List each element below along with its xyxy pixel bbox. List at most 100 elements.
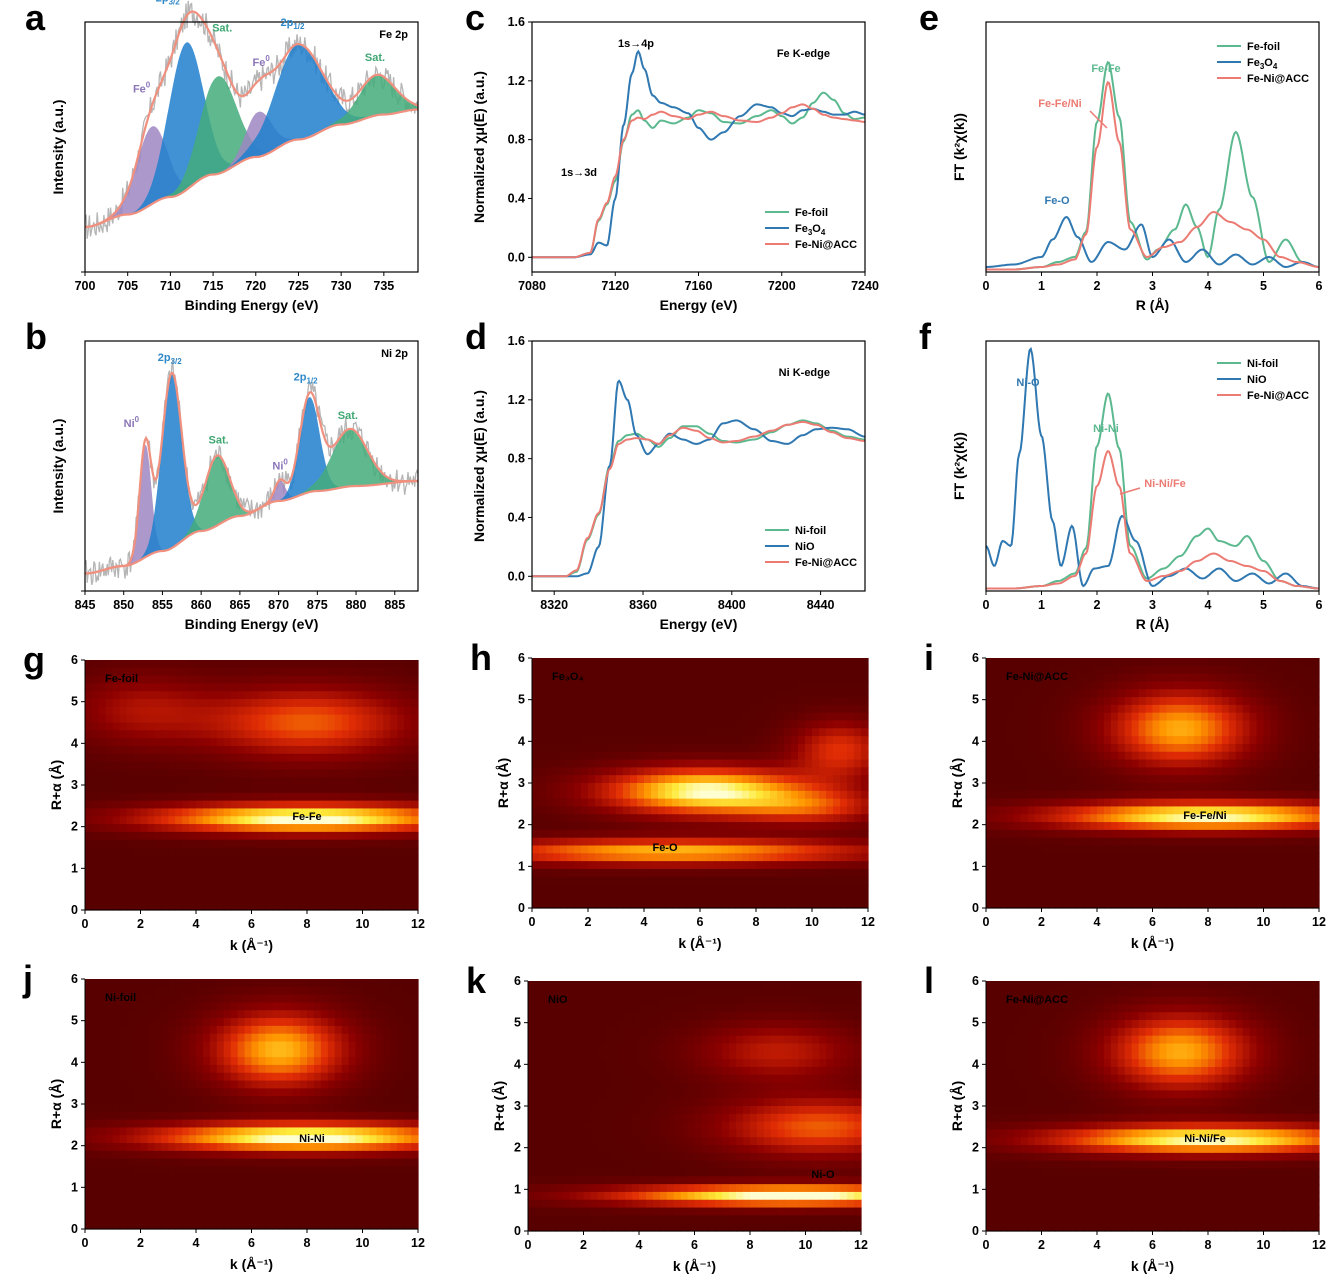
- heatmap-cell: [147, 660, 155, 669]
- heatmap-cell: [861, 767, 869, 776]
- heatmap-cell: [1166, 665, 1174, 675]
- heatmap-cell: [1249, 720, 1258, 729]
- heatmap-cell: [665, 751, 673, 761]
- heatmap-cell: [1076, 861, 1084, 870]
- heatmap-cell: [133, 847, 142, 856]
- heatmap-cell: [209, 800, 218, 810]
- heatmap-cell: [686, 751, 694, 761]
- heatmap-cell: [616, 736, 624, 745]
- heatmap-cell: [567, 665, 575, 675]
- heatmap-cell: [791, 892, 799, 901]
- heatmap-cell: [833, 822, 841, 831]
- heatmap-cell: [1214, 806, 1223, 815]
- heatmap-cell: [327, 824, 336, 833]
- heatmap-cell: [1173, 736, 1181, 745]
- heatmap-cell: [1103, 837, 1112, 847]
- heatmap-cell: [1034, 665, 1043, 675]
- heatmap-cell: [91, 847, 100, 856]
- heatmap-cell: [251, 660, 260, 669]
- heatmap-cell: [1291, 743, 1299, 753]
- heatmap-cell: [714, 876, 722, 886]
- heatmap-cell: [1055, 868, 1063, 878]
- heatmap-cell: [986, 806, 994, 815]
- heatmap-cell: [182, 847, 190, 856]
- heatmap-cell: [258, 863, 266, 872]
- heatmap-cell: [1187, 837, 1195, 847]
- heatmap-cell: [1284, 751, 1292, 761]
- heatmap-cell: [279, 785, 287, 794]
- heatmap-cell: [1214, 868, 1223, 878]
- heatmap-cell: [595, 806, 603, 815]
- heatmap-cell: [168, 722, 176, 731]
- heatmap-cell: [98, 667, 107, 677]
- heatmap-cell: [237, 870, 246, 880]
- panel-label-d: d: [465, 316, 487, 357]
- heatmap-cell: [1194, 689, 1202, 698]
- heatmap-cell: [1228, 814, 1237, 823]
- heatmap-cell: [91, 699, 100, 708]
- heatmap-cell: [763, 743, 771, 753]
- heatmap-cell: [1173, 884, 1181, 893]
- heatmap-cell: [1041, 759, 1050, 768]
- heatmap-cell: [602, 712, 610, 722]
- heatmap-cell: [334, 863, 343, 872]
- heatmap-cell: [258, 745, 266, 755]
- heatmap-cell: [770, 704, 778, 714]
- heatmap-cell: [861, 720, 869, 729]
- x-tick-label: 8: [753, 915, 760, 929]
- heatmap-cell: [742, 837, 750, 847]
- heatmap-cell: [404, 675, 412, 685]
- heatmap-cell: [1027, 689, 1036, 698]
- heatmap-cell: [1006, 790, 1015, 800]
- heatmap-cell: [777, 822, 785, 831]
- heatmap-cell: [140, 902, 149, 911]
- heatmap-cell: [1228, 829, 1237, 839]
- heatmap-cell: [616, 853, 624, 862]
- heatmap-cell: [1284, 720, 1292, 729]
- heatmap-cell: [1055, 806, 1063, 815]
- heatmap-cell: [1020, 775, 1029, 784]
- heatmap-cell: [119, 855, 128, 864]
- heatmap-cell: [369, 753, 377, 763]
- heatmap-cell: [411, 691, 419, 700]
- heatmap-cell: [986, 775, 994, 784]
- heatmap-cell: [742, 829, 750, 839]
- heatmap-cell: [85, 870, 93, 880]
- heatmap-cell: [196, 886, 204, 895]
- heatmap-cell: [300, 777, 308, 786]
- heatmap-cell: [1090, 868, 1098, 878]
- heatmap-cell: [567, 759, 575, 768]
- heatmap-cell: [1020, 892, 1029, 901]
- x-tick-label: 7200: [768, 279, 796, 293]
- heatmap-cell: [1020, 759, 1029, 768]
- heatmap-cell: [1194, 845, 1202, 854]
- heatmap-cell: [1055, 658, 1063, 667]
- heatmap-cell: [258, 902, 266, 911]
- heatmap-cell: [1083, 892, 1091, 901]
- heatmap-cell: [189, 667, 197, 677]
- heatmap-cell: [686, 775, 694, 784]
- heatmap-cell: [658, 759, 666, 768]
- heatmap-cell: [539, 876, 547, 886]
- heatmap-cell: [1173, 783, 1181, 792]
- heatmap-cell: [637, 814, 645, 823]
- heatmap-cell: [293, 691, 301, 700]
- heatmap-cell: [202, 847, 211, 856]
- heatmap-cell: [1013, 876, 1022, 886]
- heatmap-cell: [588, 697, 596, 706]
- heatmap-cell: [1187, 783, 1195, 792]
- heatmap-cell: [1110, 783, 1119, 792]
- heatmap-cell: [756, 822, 764, 831]
- heatmap-cell: [133, 785, 142, 794]
- heatmap-cell: [1145, 720, 1154, 729]
- heatmap-cell: [244, 761, 253, 770]
- heatmap-cell: [539, 783, 547, 792]
- heatmap-cell: [1159, 689, 1167, 698]
- heatmap-cell: [1103, 884, 1112, 893]
- heatmap-cell: [651, 720, 659, 729]
- heatmap-cell: [147, 839, 155, 849]
- heatmap-cell: [707, 658, 715, 667]
- heatmap-cell: [1263, 767, 1272, 776]
- heatmap-cell: [1235, 861, 1244, 870]
- heatmap-cell: [341, 800, 350, 810]
